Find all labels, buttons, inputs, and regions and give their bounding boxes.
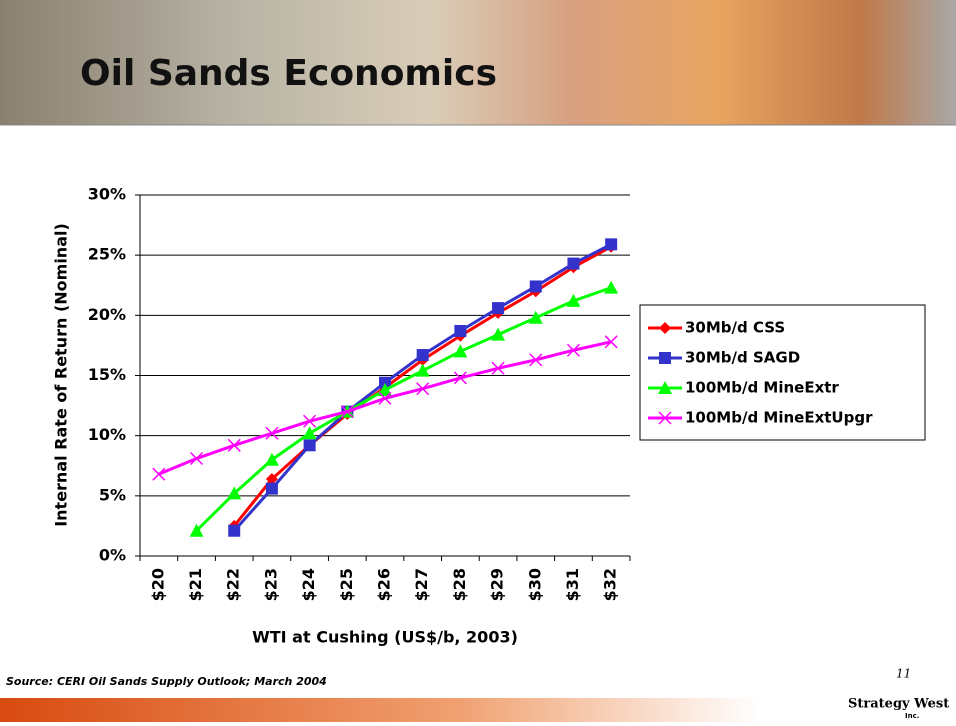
x-tick-label: $26	[375, 568, 394, 601]
point-marker	[378, 382, 392, 396]
legend-box	[639, 304, 926, 441]
point-marker	[605, 238, 618, 251]
point-marker	[303, 439, 316, 452]
slide-title: Oil Sands Economics	[80, 53, 497, 94]
x-tick-label: $20	[148, 568, 167, 601]
series-line	[233, 245, 612, 527]
x-tick-label: $32	[601, 568, 620, 601]
point-marker	[453, 344, 468, 358]
x-tick-label: $30	[525, 568, 544, 601]
point-marker	[604, 335, 618, 349]
point-marker	[529, 353, 543, 367]
point-marker	[228, 524, 241, 537]
x-tick-label: $22	[224, 568, 243, 601]
point-marker	[190, 451, 204, 466]
logo-suffix: Inc.	[905, 712, 919, 720]
point-marker	[264, 452, 279, 466]
point-marker	[567, 257, 580, 270]
point-marker	[416, 382, 430, 396]
point-marker	[491, 327, 506, 341]
point-marker	[378, 391, 392, 405]
legend-label: 100Mb/d MineExtUpgr	[685, 409, 873, 427]
point-marker	[227, 486, 242, 500]
y-tick-label: 0%	[99, 546, 126, 565]
header-banner	[0, 0, 956, 125]
page-number: 11	[896, 667, 911, 681]
y-tick-label: 5%	[99, 485, 126, 504]
point-marker	[492, 302, 505, 315]
point-marker	[152, 467, 166, 481]
footer-bar	[0, 698, 760, 722]
point-marker	[265, 482, 278, 495]
x-tick-label: $27	[412, 568, 431, 601]
legend-label: 30Mb/d SAGD	[685, 349, 800, 367]
y-tick-label: 10%	[88, 425, 126, 444]
point-marker	[658, 381, 672, 394]
source-note: Source: CERI Oil Sands Supply Outlook; M…	[6, 675, 327, 688]
point-marker	[659, 322, 671, 334]
x-tick-label: $24	[299, 568, 318, 601]
point-marker	[491, 361, 505, 375]
point-marker	[415, 363, 430, 377]
x-tick-label: $28	[450, 568, 469, 601]
point-marker	[566, 293, 581, 307]
point-marker	[416, 349, 429, 362]
legend-label: 30Mb/d CSS	[685, 319, 785, 337]
point-marker	[528, 310, 543, 324]
point-marker	[453, 371, 467, 385]
y-tick-label: 25%	[88, 245, 126, 264]
point-marker	[566, 343, 580, 357]
y-tick-label: 20%	[88, 305, 126, 324]
series-line	[158, 340, 612, 476]
y-axis-label: Internal Rate of Return (Nominal)	[52, 223, 71, 527]
x-tick-label: $29	[488, 568, 507, 601]
point-marker	[379, 376, 391, 389]
y-tick-label: 30%	[88, 185, 126, 204]
legend-label: 100Mb/d MineExtr	[685, 379, 839, 397]
point-marker	[454, 324, 467, 337]
x-axis-label: WTI at Cushing (US$/b, 2003)	[252, 628, 518, 647]
x-tick-label: $23	[261, 568, 280, 601]
point-marker	[265, 472, 278, 485]
x-tick-label: $25	[337, 568, 356, 601]
logo: Strategy West	[848, 697, 949, 712]
point-marker	[340, 405, 354, 419]
point-marker	[189, 523, 204, 537]
point-marker	[227, 438, 241, 452]
point-marker	[302, 426, 317, 440]
point-marker	[659, 352, 671, 364]
x-tick-label: $21	[186, 568, 205, 601]
point-marker	[265, 426, 279, 440]
point-marker	[604, 280, 619, 294]
point-marker	[529, 280, 542, 293]
point-marker	[303, 414, 317, 428]
point-marker	[658, 411, 672, 425]
y-tick-label: 15%	[88, 365, 126, 384]
x-tick-label: $31	[563, 568, 582, 601]
